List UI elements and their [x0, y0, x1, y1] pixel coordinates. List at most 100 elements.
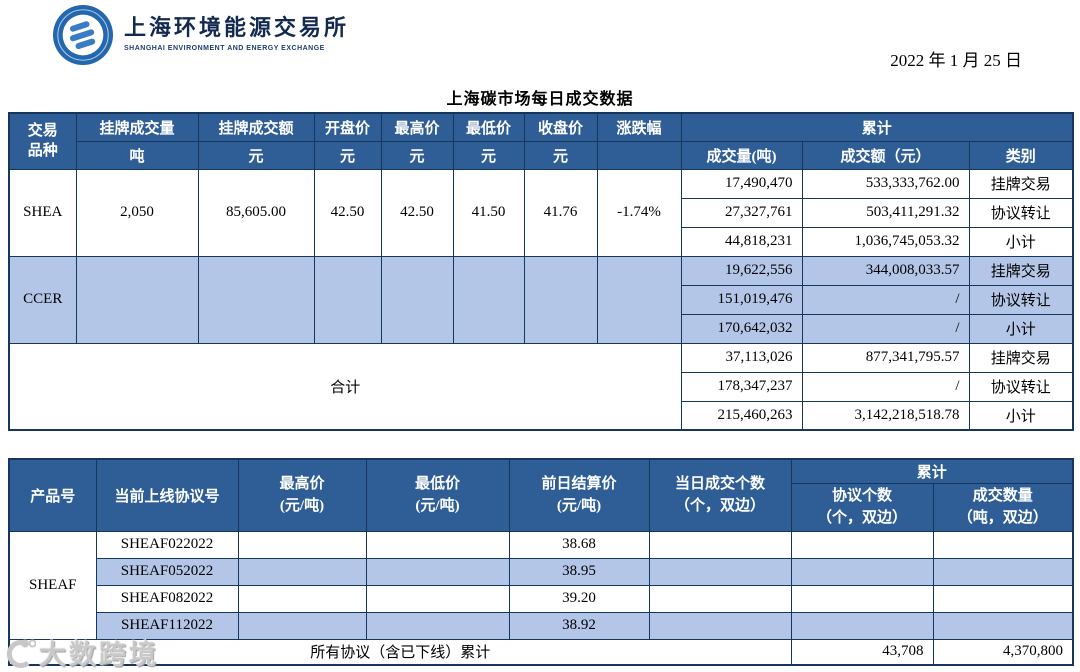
total-row-3: 215,460,263 3,142,218,518.78 小计 — [9, 400, 1074, 431]
cell-ccer-low — [452, 255, 525, 344]
watermark-logo-icon — [6, 639, 36, 668]
shea-row-3: 44,818,231 1,036,745,053.32 小计 — [9, 226, 1074, 257]
cell-footer-label: 所有协议（含已下线）累计 — [8, 638, 792, 666]
cell-ccer-category: 挂牌交易 — [968, 255, 1074, 286]
cell-contract-low — [365, 557, 510, 586]
cell-ccer-cum-amount: / — [801, 284, 970, 315]
cell-contract-deal-volume — [932, 557, 1074, 586]
cell-shea-category: 协议转让 — [968, 197, 1074, 228]
watermark: 大数跨境 — [4, 633, 159, 672]
cell-ccer-close — [523, 255, 598, 344]
cell-contract-daily-deals — [648, 530, 792, 559]
cell-contract-deal-volume — [932, 611, 1074, 640]
col-header-change: 涨跌幅 — [596, 112, 682, 142]
col-header-deal-count: 协议个数 （个，双边） — [790, 482, 934, 532]
cell-contract-deal-count — [790, 611, 934, 640]
cell-shea-low: 41.50 — [452, 168, 525, 257]
col-header-low: 最低价 — [452, 112, 525, 142]
contract-row: SHEAF082022 39.20 — [9, 584, 1074, 613]
total-row-2: 178,347,237 / 协议转让 — [9, 371, 1074, 402]
cell-total-label: 合计 — [8, 342, 682, 431]
cell-contract-high — [237, 530, 367, 559]
cell-contract-daily-deals — [648, 557, 792, 586]
cell-product-ccer: CCER — [8, 255, 77, 344]
unit-prev-settlement: (元/吨) — [556, 498, 602, 515]
cell-contract-high — [237, 584, 367, 613]
unit-close: 元 — [523, 140, 598, 170]
cell-contract-daily-deals — [648, 584, 792, 613]
col-header-cum-amount: 成交额（元） — [801, 140, 970, 170]
cell-contract-deal-count — [790, 557, 934, 586]
exchange-logo-icon — [52, 4, 114, 66]
cell-ccer-change — [596, 255, 682, 344]
cell-ccer-cum-amount: 344,008,033.57 — [801, 255, 970, 286]
col-header-product: 交易品种 — [8, 112, 77, 170]
ccer-row-3: 170,642,032 / 小计 — [9, 313, 1074, 344]
cell-ccer-listed-volume — [75, 255, 199, 344]
cell-ccer-cum-volume: 170,642,032 — [680, 313, 803, 344]
total-row-1: 合计 37,113,026 877,341,795.57 挂牌交易 — [8, 342, 1074, 431]
watermark-text: 大数跨境 — [39, 640, 159, 670]
exchange-name-en: SHANGHAI ENVIRONMENT AND ENERGY EXCHANGE — [124, 45, 325, 53]
cell-total-cum-volume: 37,113,026 — [680, 342, 803, 373]
unit-listed-amount: 元 — [197, 140, 315, 170]
cell-product-group: SHEAF — [8, 530, 97, 640]
col-header-prev-settlement: 前日结算价 (元/吨) — [508, 458, 650, 532]
cell-shea-category: 小计 — [968, 226, 1074, 257]
cell-total-category: 挂牌交易 — [968, 342, 1074, 373]
cell-shea-cum-volume: 27,327,761 — [680, 197, 803, 228]
col-header-daily-deals: 当日成交个数 （个，双边） — [648, 458, 792, 532]
cell-total-cum-volume: 178,347,237 — [680, 371, 803, 402]
cell-ccer-listed-amount — [197, 255, 315, 344]
col-header-deal-volume: 成交数量 （吨，双边） — [932, 482, 1074, 532]
cell-contract-high — [237, 557, 367, 586]
cell-ccer-cum-volume: 19,622,556 — [680, 255, 803, 286]
unit-listed-volume: 吨 — [75, 140, 199, 170]
cell-contract-id: SHEAF082022 — [95, 584, 239, 613]
cell-contract-deal-volume — [932, 530, 1074, 559]
cell-shea-open: 42.50 — [313, 168, 382, 257]
cell-contract-high — [237, 611, 367, 640]
col-header-close: 收盘价 — [523, 112, 598, 142]
report-date: 2022 年 1 月 25 日 — [890, 51, 1022, 70]
contract-row: SHEAF SHEAF022022 38.68 — [8, 530, 1074, 640]
ccer-row-2: 151,019,476 / 协议转让 — [9, 284, 1074, 315]
col-header-cum-volume: 成交量(吨) — [680, 140, 803, 170]
ccer-row-1: CCER 19,622,556 344,008,033.57 挂牌交易 — [8, 255, 1074, 344]
daily-trading-table: 交易品种 挂牌成交量 挂牌成交额 开盘价 最高价 最低价 收盘价 涨跌幅 累计 … — [8, 112, 1075, 431]
col-header-product-no: 产品号 — [8, 458, 97, 532]
cell-contract-deal-count — [790, 584, 934, 613]
brand-text: 上海环境能源交易所 SHANGHAI ENVIRONMENT AND ENERG… — [124, 4, 349, 52]
shea-row-1: SHEA 2,050 85,605.00 42.50 42.50 41.50 4… — [8, 168, 1074, 257]
cell-shea-cum-volume: 44,818,231 — [680, 226, 803, 257]
cell-ccer-open — [313, 255, 382, 344]
cell-contract-daily-deals — [648, 611, 792, 640]
cell-ccer-category: 小计 — [968, 313, 1074, 344]
col-header-f-high: 最高价 (元/吨) — [237, 458, 367, 532]
cell-total-cum-amount: 3,142,218,518.78 — [801, 400, 970, 431]
cell-total-cum-amount: 877,341,795.57 — [801, 342, 970, 373]
page-title: 上海碳市场每日成交数据 — [446, 91, 634, 108]
exchange-brand: 上海环境能源交易所 SHANGHAI ENVIRONMENT AND ENERG… — [52, 4, 349, 66]
cell-contract-id: SHEAF052022 — [95, 557, 239, 586]
cell-shea-cum-amount: 503,411,291.32 — [801, 197, 970, 228]
cell-shea-close: 41.76 — [523, 168, 598, 257]
col-header-cumulative: 累计 — [680, 112, 1074, 142]
unit-high: 元 — [380, 140, 454, 170]
cell-contract-id: SHEAF112022 — [95, 611, 239, 640]
cell-shea-listed-amount: 85,605.00 — [197, 168, 315, 257]
cell-shea-cum-volume: 17,490,470 — [680, 168, 803, 199]
cell-total-cum-amount: / — [801, 371, 970, 402]
unit-low: 元 — [452, 140, 525, 170]
cell-total-category: 协议转让 — [968, 371, 1074, 402]
cell-footer-deal-count: 43,708 — [790, 638, 934, 666]
cell-total-category: 小计 — [968, 400, 1074, 431]
col-header-f-low: 最低价 (元/吨) — [365, 458, 510, 532]
col-header-open: 开盘价 — [313, 112, 382, 142]
cell-contract-id: SHEAF022022 — [95, 530, 239, 559]
unit-open: 元 — [313, 140, 382, 170]
contract-row: SHEAF052022 38.95 — [9, 557, 1074, 586]
unit-f-high: (元/吨) — [279, 498, 325, 515]
cell-ccer-cum-amount: / — [801, 313, 970, 344]
